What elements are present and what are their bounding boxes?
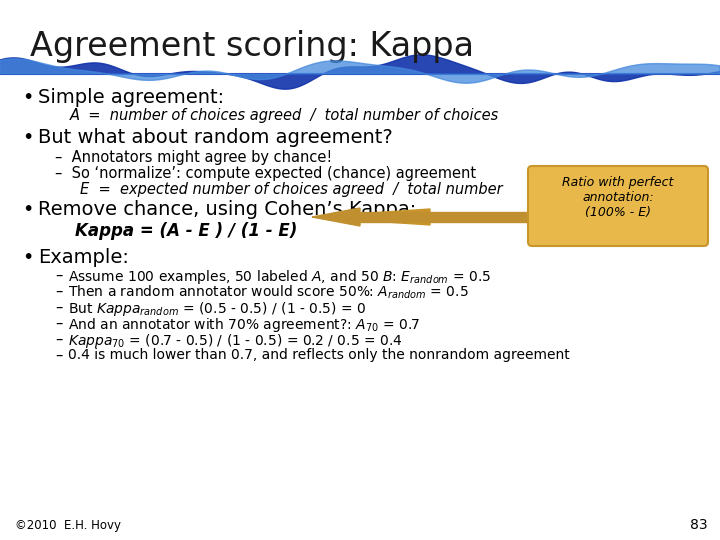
Text: 83: 83 [690, 518, 708, 532]
Text: But what about random agreement?: But what about random agreement? [38, 128, 392, 147]
Text: •: • [22, 88, 33, 107]
Text: Example:: Example: [38, 248, 129, 267]
Text: –: – [55, 316, 63, 331]
Text: –  So ‘normalize’: compute expected (chance) agreement: – So ‘normalize’: compute expected (chan… [55, 166, 476, 181]
Polygon shape [312, 209, 530, 225]
Text: –: – [55, 284, 63, 299]
Text: •: • [22, 200, 33, 219]
Text: ©2010  E.H. Hovy: ©2010 E.H. Hovy [15, 519, 121, 532]
Text: Agreement scoring: Kappa: Agreement scoring: Kappa [30, 30, 474, 63]
Text: E  =  expected number of choices agreed  /  total number: E = expected number of choices agreed / … [80, 182, 503, 197]
Text: $\mathit{Kappa}_{70}$ = (0.7 - 0.5) / (1 - 0.5) = 0.2 / 0.5 = 0.4: $\mathit{Kappa}_{70}$ = (0.7 - 0.5) / (1… [68, 332, 402, 350]
Text: Assume 100 examples, 50 labeled $A$, and 50 $B$: $E_{random}$ = 0.5: Assume 100 examples, 50 labeled $A$, and… [68, 268, 491, 286]
Polygon shape [312, 208, 360, 226]
Text: •: • [22, 128, 33, 147]
Text: And an annotator with 70% agreement?: $A_{70}$ = 0.7: And an annotator with 70% agreement?: $A… [68, 316, 420, 334]
Text: 0.4 is much lower than 0.7, and reflects only the nonrandom agreement: 0.4 is much lower than 0.7, and reflects… [68, 348, 570, 362]
Text: Then a random annotator would score 50%: $A_{random}$ = 0.5: Then a random annotator would score 50%:… [68, 284, 469, 301]
Text: –  Annotators might agree by chance!: – Annotators might agree by chance! [55, 150, 332, 165]
Text: A  =  number of choices agreed  /  total number of choices: A = number of choices agreed / total num… [70, 108, 499, 123]
Text: –: – [55, 268, 63, 283]
FancyBboxPatch shape [528, 166, 708, 246]
Polygon shape [360, 212, 530, 222]
Text: Simple agreement:: Simple agreement: [38, 88, 224, 107]
Text: But $\mathit{Kappa}_{random}$ = (0.5 - 0.5) / (1 - 0.5) = 0: But $\mathit{Kappa}_{random}$ = (0.5 - 0… [68, 300, 366, 318]
Text: •: • [22, 248, 33, 267]
Text: –: – [55, 348, 63, 363]
Text: Ratio with perfect
annotation:
(100% - E): Ratio with perfect annotation: (100% - E… [562, 176, 674, 219]
Text: –: – [55, 300, 63, 315]
Text: –: – [55, 332, 63, 347]
Text: Remove chance, using Cohen’s Kappa:: Remove chance, using Cohen’s Kappa: [38, 200, 416, 219]
Text: Kappa = (A - E ) / (1 - E): Kappa = (A - E ) / (1 - E) [75, 222, 297, 240]
